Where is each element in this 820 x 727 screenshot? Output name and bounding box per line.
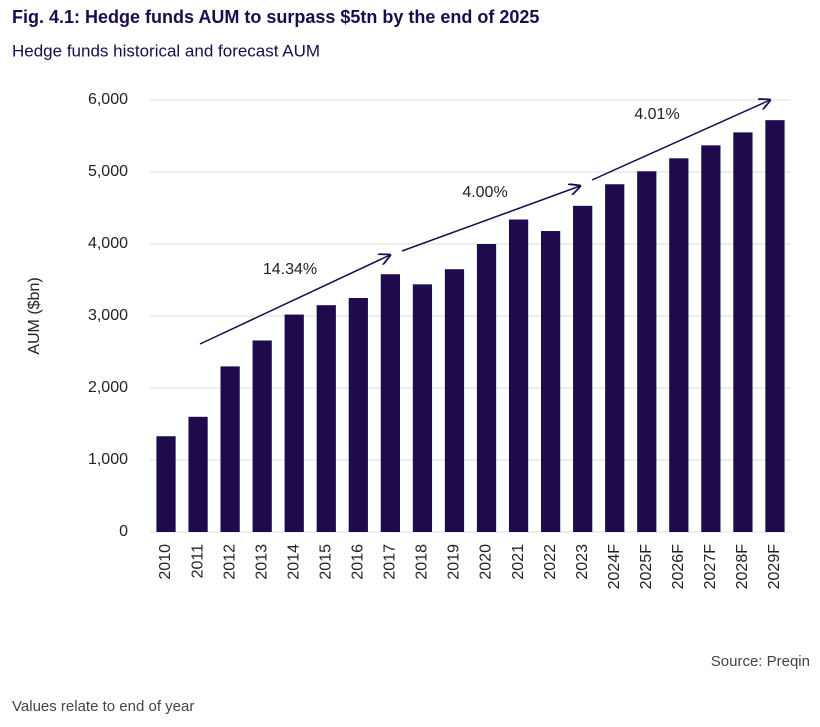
y-axis-label: AUM ($bn) bbox=[26, 277, 43, 354]
y-tick-label: 6,000 bbox=[88, 91, 128, 108]
x-tick-label: 2011 bbox=[189, 544, 206, 579]
x-tick-label: 2029F bbox=[766, 544, 783, 590]
x-tick-label: 2014 bbox=[285, 544, 302, 580]
x-tick-label: 2016 bbox=[350, 544, 367, 580]
annotation: 4.00% bbox=[462, 184, 507, 201]
bar bbox=[444, 269, 465, 532]
footnote: Values relate to end of year bbox=[12, 698, 194, 715]
x-tick-label: 2026F bbox=[670, 544, 687, 590]
x-tick-label: 2023 bbox=[574, 544, 591, 580]
x-tick-label: 2010 bbox=[157, 544, 174, 580]
bar bbox=[380, 274, 400, 532]
annotation: 14.34% bbox=[263, 261, 317, 278]
bar bbox=[733, 132, 753, 532]
y-tick-label: 1,000 bbox=[88, 451, 128, 468]
x-tick-label: 2018 bbox=[414, 544, 431, 580]
y-tick-label: 2,000 bbox=[88, 379, 128, 396]
source: Source: Preqin bbox=[711, 653, 810, 670]
chart-subtitle: Hedge funds historical and forecast AUM bbox=[12, 41, 320, 60]
x-tick-label: 2024F bbox=[606, 544, 623, 590]
bar bbox=[669, 158, 689, 532]
bar bbox=[605, 184, 625, 533]
y-tick-label: 3,000 bbox=[88, 307, 128, 324]
x-tick-label: 2017 bbox=[382, 544, 399, 580]
bar bbox=[765, 120, 785, 532]
bar bbox=[701, 145, 721, 533]
x-tick-label: 2019 bbox=[446, 544, 463, 580]
bar bbox=[476, 244, 497, 532]
chart-title: Fig. 4.1: Hedge funds AUM to surpass $5t… bbox=[12, 7, 539, 27]
y-tick-label: 5,000 bbox=[88, 163, 128, 180]
x-tick-label: 2028F bbox=[734, 544, 751, 590]
bar bbox=[284, 314, 304, 532]
x-tick-label: 2020 bbox=[478, 544, 495, 580]
x-tick-label: 2025F bbox=[638, 544, 655, 590]
bar bbox=[637, 171, 657, 532]
x-tick-label: 2015 bbox=[317, 544, 334, 580]
bar bbox=[188, 416, 208, 532]
x-tick-label: 2027F bbox=[702, 544, 719, 590]
trend-arrow bbox=[199, 255, 390, 345]
x-tick-label: 2013 bbox=[253, 544, 270, 580]
y-tick-label: 4,000 bbox=[88, 235, 128, 252]
bar bbox=[412, 284, 433, 532]
x-tick-label: 2021 bbox=[510, 544, 527, 580]
bar bbox=[252, 340, 272, 532]
annotation: 4.01% bbox=[634, 106, 679, 123]
bar bbox=[220, 366, 240, 532]
trend-arrow bbox=[591, 100, 770, 181]
bar bbox=[573, 205, 593, 532]
bar bbox=[508, 219, 529, 532]
bar bbox=[316, 305, 336, 532]
trend-arrow bbox=[401, 186, 580, 252]
bar bbox=[348, 298, 368, 532]
bar bbox=[541, 231, 561, 533]
x-tick-label: 2022 bbox=[542, 544, 559, 580]
bar bbox=[156, 436, 176, 532]
x-tick-label: 2012 bbox=[221, 544, 238, 580]
y-tick-label: 0 bbox=[119, 523, 128, 540]
